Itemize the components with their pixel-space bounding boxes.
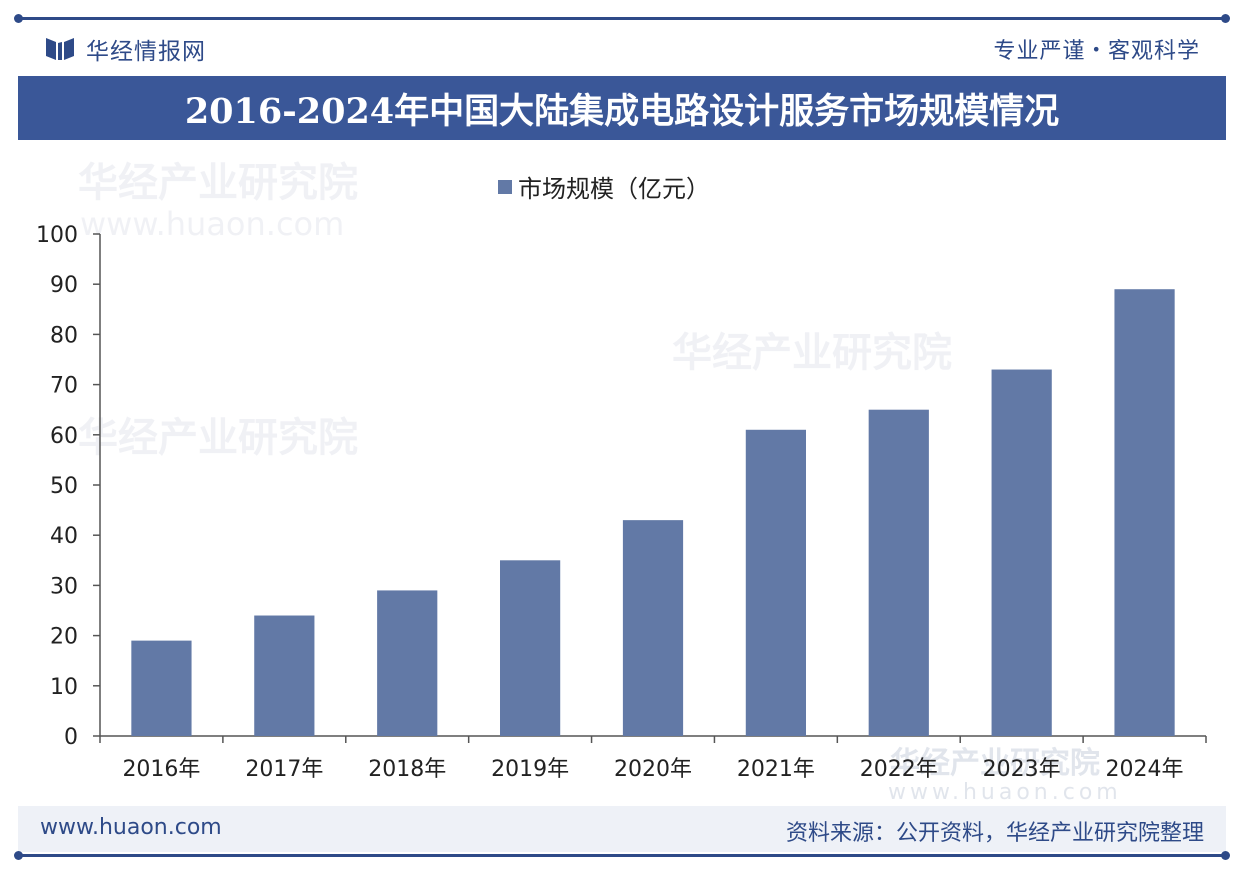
slogan: 专业严谨 • 客观科学 [994,34,1200,64]
x-tick-label: 2016年 [122,757,200,782]
slogan-left: 专业严谨 [993,39,1086,64]
y-tick-label: 70 [50,374,78,399]
bar-2017年[interactable] [254,615,315,736]
top-right-dot [1221,14,1230,23]
brand: 华经情报网 [46,34,206,65]
top-left-dot [14,14,23,23]
bottom-left-dot [14,851,23,860]
slogan-dot: • [1091,39,1102,59]
x-tick-label: 2022年 [860,757,938,782]
bar-2022年[interactable] [868,409,929,736]
x-tick-label: 2018年 [368,757,446,782]
header: 华经情报网 专业严谨 • 客观科学 [18,24,1226,74]
bottom-right-dot [1221,851,1230,860]
footer-site-link[interactable]: www.huaon.com [40,815,222,840]
x-tick-label: 2020年 [614,757,692,782]
x-tick-label: 2024年 [1106,757,1184,782]
bar-2021年[interactable] [745,429,806,736]
bar-2020年[interactable] [622,520,684,736]
chart-area: 市场规模（亿元） 0 10 20 30 40 50 60 70 80 90 100 2016年 201… [0,140,1244,800]
y-tick-label: 0 [64,725,78,750]
x-tick-label: 2017年 [245,757,323,782]
y-tick-label: 100 [36,223,78,248]
title-bar: 2016-2024年中国大陆集成电路设计服务市场规模情况 [18,76,1226,140]
y-tick-label: 60 [50,424,78,449]
y-tick-label: 30 [50,574,78,599]
x-tick-label: 2023年 [983,757,1061,782]
y-tick-label: 10 [50,675,78,700]
footer: www.huaon.com 资料来源：公开资料，华经产业研究院整理 [18,806,1226,852]
bars [131,289,1175,736]
footer-source: 资料来源：公开资料，华经产业研究院整理 [785,821,1204,846]
bar-2016年[interactable] [131,640,192,736]
y-tick-label: 50 [50,474,78,499]
x-tick-label: 2021年 [737,757,815,782]
legend-label: 市场规模（亿元） [518,175,710,203]
top-border-line [18,17,1226,20]
y-tick-label: 20 [50,625,78,650]
bar-2023年[interactable] [991,369,1052,736]
chart-title: 2016-2024年中国大陆集成电路设计服务市场规模情况 [184,90,1060,132]
x-axis: 2016年 2017年 2018年 2019年 2020年 2021年 2022年 2023年… [99,735,1207,782]
y-tick-label: 40 [50,524,78,549]
brand-logo-icon [46,38,74,60]
bar-2018年[interactable] [377,590,438,736]
y-axis: 0 10 20 30 40 50 60 70 80 90 100 [36,223,101,750]
y-tick-label: 90 [50,273,78,298]
y-tick-label: 80 [50,323,78,348]
x-tick-label: 2019年 [491,757,569,782]
bar-2019年[interactable] [500,560,561,736]
bar-2024年[interactable] [1114,289,1175,736]
legend: 市场规模（亿元） [498,175,710,203]
slogan-right: 客观科学 [1107,39,1200,64]
bottom-border-line [18,854,1226,857]
brand-name: 华经情报网 [86,39,206,65]
legend-swatch [498,180,512,194]
